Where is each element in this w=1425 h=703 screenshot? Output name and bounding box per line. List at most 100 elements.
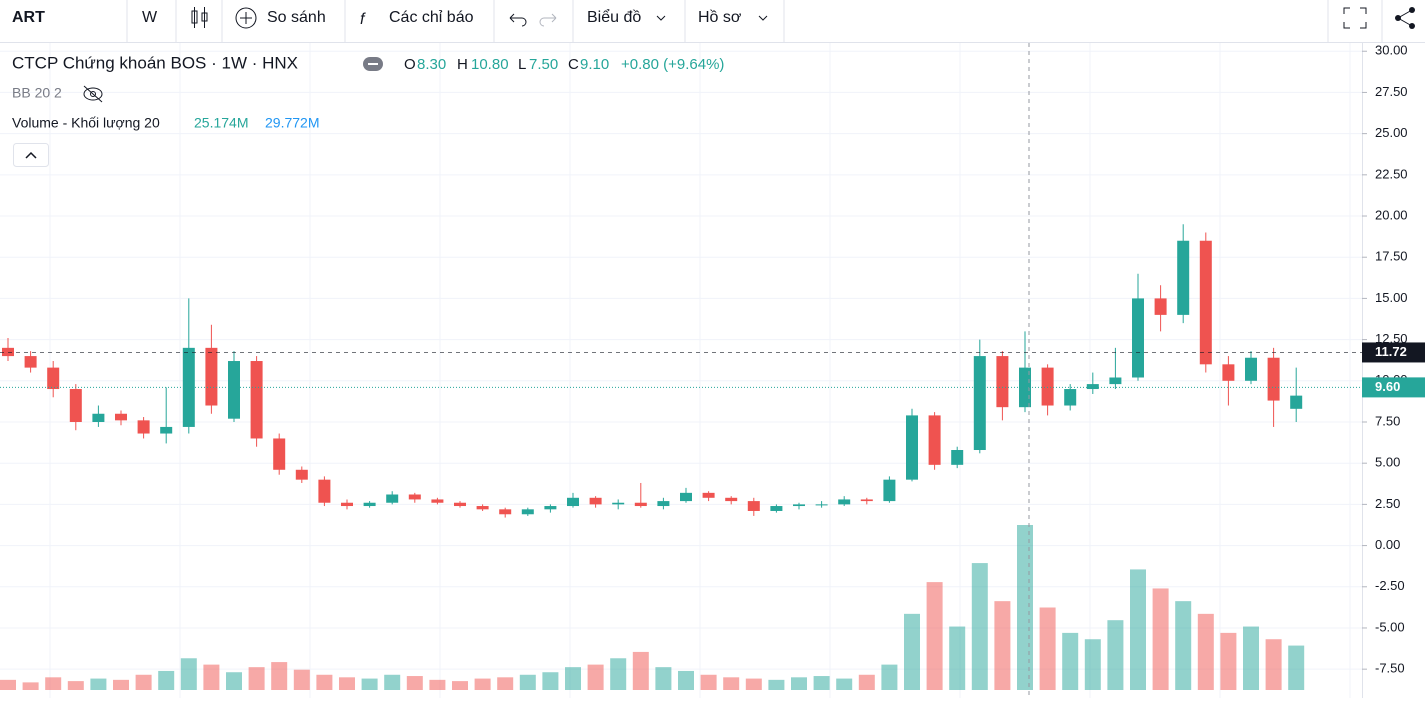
volume-bar	[113, 679, 129, 690]
candle-body	[793, 504, 805, 507]
chevron	[656, 15, 666, 21]
volume-bar	[565, 667, 581, 690]
candle-body	[160, 426, 173, 434]
candle-body	[838, 499, 851, 505]
candle-body	[69, 389, 82, 422]
y-tick-label: 27.50	[1375, 84, 1408, 99]
candle-body	[182, 347, 195, 427]
candle-body	[1199, 240, 1212, 365]
candle-body	[408, 494, 421, 500]
candle-body	[1267, 357, 1280, 401]
candle-body	[928, 415, 941, 465]
y-tick-label: 0.00	[1375, 537, 1400, 552]
chevron	[758, 15, 768, 21]
redo-icon[interactable]	[539, 13, 557, 27]
toolbar: ART W So sánh f Các chỉ báo Biểu đồ Hồ s…	[0, 0, 1425, 43]
candle-body	[228, 361, 240, 419]
compare-icon[interactable]	[235, 7, 257, 29]
candle-body	[1132, 298, 1144, 378]
candle-body	[1177, 240, 1190, 315]
volume-label: Volume - Khối lượng 20	[12, 115, 160, 131]
h-key: H	[457, 56, 468, 73]
candle-body	[612, 502, 625, 505]
fx-icon[interactable]: f	[360, 11, 366, 28]
candle-body	[431, 499, 444, 503]
volume-bar	[700, 674, 717, 690]
volume-bar	[610, 658, 627, 690]
candle-body	[1154, 298, 1167, 315]
symbol[interactable]: ART	[12, 9, 45, 26]
volume-bar	[587, 664, 604, 690]
candle-icon[interactable]	[191, 7, 208, 28]
fullscreen-icon[interactable]	[1343, 7, 1367, 29]
collapse-icon	[25, 151, 37, 159]
volume-bar	[497, 677, 514, 690]
compare-button[interactable]: So sánh	[267, 9, 326, 26]
volume-bar	[474, 678, 491, 690]
volume-bar	[791, 677, 807, 690]
candle-body	[499, 509, 512, 515]
volume-bar	[1243, 626, 1259, 690]
c-key: C	[568, 56, 579, 73]
candle-body	[115, 413, 127, 421]
volume-bar	[361, 678, 378, 690]
volume-bar	[158, 670, 175, 690]
candle-body	[476, 506, 489, 510]
y-tick-label: -5.00	[1375, 619, 1405, 634]
candle-body	[634, 502, 647, 507]
volume-bar	[180, 658, 197, 690]
volume-bar	[881, 664, 898, 690]
eye-off-icon[interactable]	[83, 85, 103, 103]
price-label-bg	[1362, 342, 1425, 363]
volume-bar	[1062, 632, 1079, 690]
volume-bar	[248, 667, 265, 690]
candle-body	[680, 492, 692, 502]
candle-body	[295, 469, 308, 480]
candle-body	[205, 347, 218, 406]
legend-title: CTCP Chứng khoán BOS · 1W · HNX	[12, 53, 298, 72]
volume-bar	[768, 679, 785, 690]
candle-body	[973, 356, 986, 451]
volume-value: 25.174M	[194, 115, 248, 131]
volume-bar	[293, 669, 310, 690]
plot	[0, 43, 1362, 698]
l-key: L	[518, 56, 526, 73]
h-value: 10.80	[471, 56, 509, 73]
candle-body	[996, 356, 1009, 408]
candle-body	[1222, 364, 1235, 381]
toolbar-bg	[0, 0, 1425, 42]
volume-bar	[406, 676, 423, 690]
candle-body	[363, 502, 376, 507]
share-icon[interactable]	[1395, 7, 1415, 29]
volume-bar	[1220, 632, 1237, 690]
candle-body	[318, 479, 331, 503]
candle-body	[747, 501, 760, 511]
y-tick-label: 2.50	[1375, 496, 1400, 511]
collapse-button[interactable]	[13, 143, 49, 167]
undo-icon[interactable]	[509, 13, 527, 27]
candle-body	[92, 413, 105, 422]
candle-body	[273, 438, 286, 470]
profile-menu[interactable]: Hồ sơ	[698, 9, 742, 26]
candle-body	[567, 497, 579, 507]
volume-bar	[1017, 525, 1033, 690]
candle-body	[815, 504, 828, 506]
y-tick-label: 30.00	[1375, 43, 1408, 58]
bb-label: BB 20 2	[12, 85, 62, 101]
candle-body	[770, 506, 783, 511]
volume-bar	[339, 677, 355, 690]
candle-body	[657, 501, 670, 507]
interval[interactable]: W	[142, 9, 158, 26]
candle-body	[883, 479, 896, 502]
volume-bar	[632, 651, 649, 690]
candle-body	[1245, 357, 1257, 381]
volume-bar	[203, 664, 220, 690]
chart-menu[interactable]: Biểu đồ	[587, 8, 641, 26]
volume-bar	[678, 670, 694, 690]
indicators-button[interactable]: Các chỉ báo	[389, 9, 474, 26]
volume-bar	[452, 681, 468, 690]
candle-body	[1109, 377, 1122, 385]
volume-bar	[519, 674, 536, 690]
